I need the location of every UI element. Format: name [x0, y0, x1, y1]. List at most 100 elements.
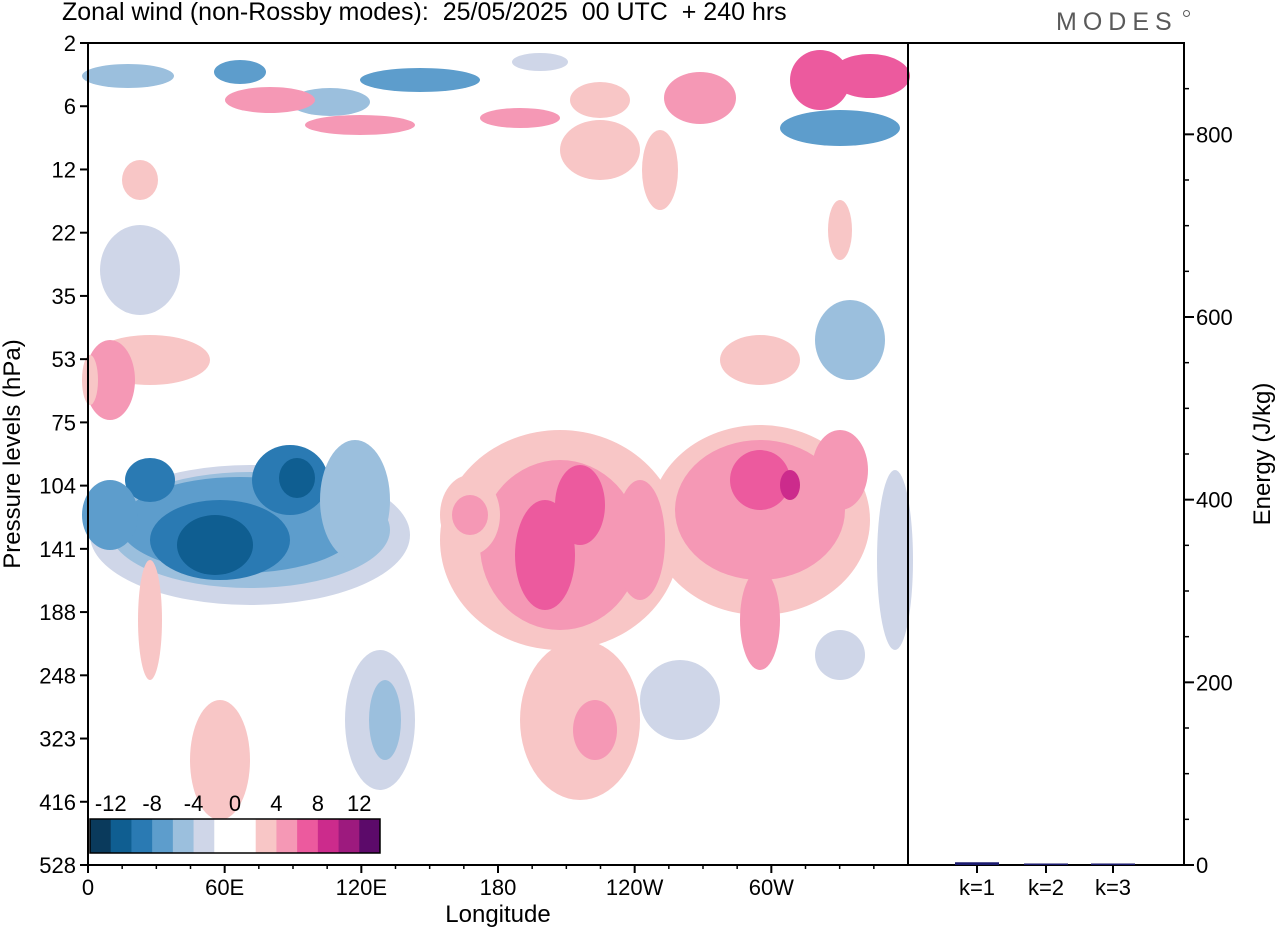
colorbar-swatch	[110, 819, 132, 853]
contour-blob	[740, 570, 780, 670]
y-axis-label: Pressure levels (hPa)	[0, 339, 26, 568]
colorbar-swatch	[297, 819, 319, 853]
y-tick-label: 6	[64, 94, 76, 119]
energy-tick-label: 600	[1196, 305, 1233, 330]
x-axis-label: Longitude	[445, 901, 550, 928]
y-tick-label: 528	[39, 853, 76, 878]
contour-blob	[369, 680, 401, 760]
contour-blob	[452, 495, 488, 535]
colorbar-swatch	[193, 819, 215, 853]
energy-bar	[955, 862, 999, 865]
contour-blob	[125, 458, 175, 502]
contour-blob	[560, 120, 640, 180]
colorbar-tick-label: 4	[270, 791, 282, 816]
energy-frame	[907, 42, 1185, 866]
bar-label: k=1	[959, 875, 995, 900]
modes-logo: MODES	[1056, 8, 1178, 36]
contour-blob	[830, 54, 910, 98]
contour-blob	[100, 225, 180, 315]
contour-blob	[780, 110, 900, 146]
colorbar-swatch	[255, 819, 277, 853]
contour-blob	[82, 64, 174, 88]
colorbar-tick-label: 8	[312, 791, 324, 816]
y-tick-label: 2	[64, 31, 76, 56]
contour-blob	[190, 700, 250, 820]
colorbar-swatch	[276, 819, 298, 853]
y-axis: 2 6 12 22 35 53 75 104 141 188 248 323 416 528	[39, 31, 88, 878]
y-tick-label: 141	[39, 537, 76, 562]
contour-blob	[828, 200, 852, 260]
contour-blob	[82, 480, 138, 550]
y-tick-label: 188	[39, 600, 76, 625]
colorbar-swatch	[317, 819, 339, 853]
contour-blob	[82, 355, 98, 405]
energy-axis-label: Energy (J/kg)	[1249, 383, 1276, 526]
contour-blob	[138, 560, 162, 680]
colorbar-tick-label: 0	[229, 791, 241, 816]
contour-blob	[555, 465, 605, 545]
energy-tick-label: 400	[1196, 488, 1233, 513]
x-axis: 0 60E 120E 180 120W 60W	[82, 865, 875, 900]
energy-tick-label: 800	[1196, 122, 1233, 147]
colorbar-swatch	[172, 819, 194, 853]
contour-blob	[512, 53, 568, 71]
contour-blob	[877, 470, 913, 650]
contour-blob	[360, 68, 480, 92]
contour-blob	[664, 72, 736, 124]
contour-blob	[615, 480, 665, 600]
contour-blob	[320, 440, 390, 560]
y-tick-label: 12	[52, 157, 76, 182]
contour-blob	[214, 60, 266, 84]
colorbar-swatch	[214, 819, 236, 853]
energy-bar	[1091, 863, 1135, 865]
contour-blob	[177, 515, 253, 575]
contour-blob	[815, 300, 885, 380]
y-tick-label: 53	[52, 347, 76, 372]
colorbar-swatch	[235, 819, 257, 853]
y-tick-label: 22	[52, 221, 76, 246]
contour-blob	[225, 87, 315, 113]
energy-bars: k=1 k=2 k=3	[955, 862, 1135, 900]
contour-blob	[573, 700, 617, 760]
colorbar-swatch	[90, 819, 112, 853]
colorbar-swatch	[359, 819, 381, 853]
x-tick-label: 60W	[749, 875, 794, 900]
contour-blob	[812, 430, 868, 510]
energy-tick-label: 200	[1196, 670, 1233, 695]
contour-blob	[305, 115, 415, 135]
colorbar-swatch	[131, 819, 153, 853]
energy-bar	[1024, 863, 1068, 865]
heatmap-contours	[82, 50, 913, 820]
colorbar: -12 -8 -4 0 4 8 12	[89, 791, 381, 854]
contour-blob	[730, 450, 790, 510]
contour-blob	[720, 335, 800, 385]
colorbar-swatch	[152, 819, 174, 853]
colorbar-tick-label: -8	[142, 791, 162, 816]
x-tick-label: 60E	[205, 875, 244, 900]
contour-blob	[480, 108, 560, 128]
colorbar-tick-label: -4	[184, 791, 204, 816]
x-tick-label: 120E	[336, 875, 387, 900]
x-tick-label: 0	[82, 875, 94, 900]
colorbar-tick-label: -12	[95, 791, 127, 816]
y-tick-label: 248	[39, 663, 76, 688]
y-tick-label: 323	[39, 727, 76, 752]
colorbar-border	[89, 818, 381, 854]
colorbar-swatch	[338, 819, 360, 853]
y-tick-label: 104	[39, 474, 76, 499]
contour-blob	[642, 130, 678, 210]
contour-blob	[570, 82, 630, 118]
y-tick-label: 416	[39, 790, 76, 815]
registered-mark	[1183, 10, 1190, 17]
y-tick-label: 35	[52, 284, 76, 309]
contour-blob	[780, 470, 800, 500]
contour-blob	[85, 340, 135, 420]
bar-label: k=2	[1028, 875, 1064, 900]
contour-blob	[279, 458, 315, 498]
contour-blob	[790, 50, 850, 110]
energy-tick-label: 0	[1196, 853, 1208, 878]
y-tick-label: 75	[52, 410, 76, 435]
bar-label: k=3	[1095, 875, 1131, 900]
chart-title: Zonal wind (non-Rossby modes): 25/05/202…	[62, 0, 787, 26]
contour-blob	[815, 630, 865, 680]
